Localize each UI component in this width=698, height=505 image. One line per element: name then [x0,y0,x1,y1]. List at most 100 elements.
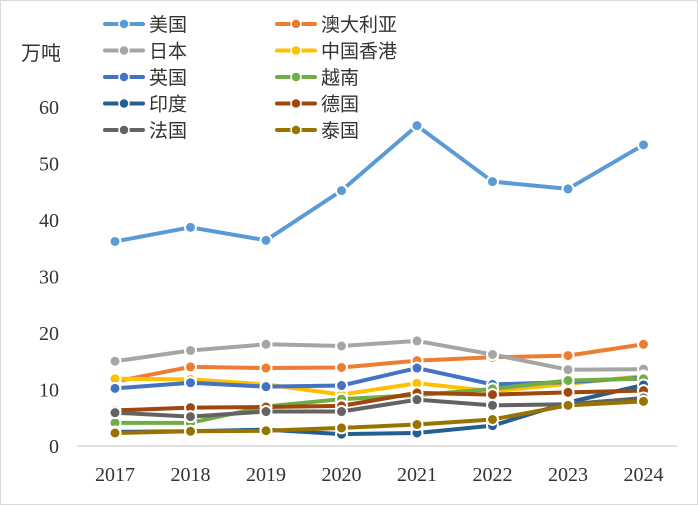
legend-label: 泰国 [321,120,359,142]
x-axis-ticks: 2017 2018 2019 2020 2021 2022 2023 2024 [95,464,664,486]
data-point [561,182,575,196]
data-point [561,363,575,377]
y-axis-label: 万吨 [21,42,61,65]
legend-marker [290,18,302,30]
data-point [637,337,650,351]
y-tick-label: 10 [39,380,59,402]
series-10 [108,394,650,440]
legend-label: 越南 [321,67,359,89]
x-tick-label: 2020 [322,464,362,486]
y-tick-label: 50 [39,154,59,176]
data-point [184,424,197,438]
y-tick-label: 40 [39,210,59,232]
data-point [259,233,273,247]
legend-label: 印度 [149,94,187,116]
y-tick-label: 60 [39,97,59,119]
data-point [410,119,424,133]
series-line [113,342,646,384]
data-point [108,354,122,368]
data-point [561,385,575,399]
legend-item: 日本 [103,41,187,63]
data-point [486,175,499,189]
data-point [108,426,122,440]
data-point [184,360,197,374]
data-point [486,347,499,361]
legend-label: 中国香港 [321,41,397,63]
legend-item: 德国 [275,94,359,116]
y-tick-label: 0 [49,436,59,458]
legend-label: 德国 [321,94,359,116]
legend-item: 越南 [275,67,359,89]
data-point [335,339,348,353]
legend-item: 英国 [103,67,187,89]
x-tick-label: 2021 [397,464,437,486]
legend-marker [118,18,130,30]
data-point [335,184,348,198]
legend-label: 澳大利亚 [321,14,397,36]
data-point [637,138,650,152]
series-line [113,395,646,419]
legend-item: 法国 [103,120,187,142]
data-point [410,393,424,407]
x-tick-label: 2024 [624,464,664,486]
data-point [335,421,348,435]
data-point [259,405,273,419]
series-line [113,338,646,372]
y-tick-label: 30 [39,267,59,289]
data-point [335,360,348,374]
y-axis-ticks: 0 10 20 30 40 50 60 [39,97,59,458]
data-point [259,424,273,438]
x-tick-label: 2017 [95,464,135,486]
data-point [561,398,575,412]
legend-marker [118,71,130,83]
series-line [113,388,646,413]
data-point [486,412,499,426]
data-point [637,394,650,408]
data-point [108,381,122,395]
legend-label: 美国 [149,14,187,36]
x-tick-label: 2023 [548,464,588,486]
legend-marker [290,44,302,57]
legend-marker [118,97,130,110]
data-point [184,220,197,234]
x-tick-label: 2019 [246,464,286,486]
data-point [486,398,499,412]
legend-marker [118,124,130,136]
series-line [113,123,646,244]
legend-item: 美国 [103,14,187,36]
legend-marker [290,97,302,110]
x-tick-label: 2022 [473,464,513,486]
series-line [113,373,646,397]
legend-item: 澳大利亚 [275,14,397,36]
legend-item: 中国香港 [275,41,397,63]
series-line [113,399,646,436]
series-9 [108,391,650,424]
legend-item: 印度 [103,94,187,116]
data-point [184,344,197,358]
data-point [410,361,424,375]
legend-label: 日本 [149,41,187,63]
legend-marker [290,71,302,83]
legend-item: 泰国 [275,120,359,142]
data-point [108,234,122,248]
x-tick-label: 2018 [171,464,211,486]
data-point [259,337,273,351]
data-point [561,373,575,387]
data-point [184,376,197,390]
series-layer [108,119,650,441]
data-point [561,349,575,363]
data-point [335,405,348,419]
data-point [410,418,424,432]
legend-label: 法国 [149,120,187,142]
data-point [108,406,122,420]
data-point [259,380,273,394]
legend-label: 英国 [149,67,187,89]
data-point [259,361,273,375]
y-tick-label: 20 [39,323,59,345]
series-1 [108,119,650,248]
data-point [335,379,348,393]
data-point [410,334,424,348]
